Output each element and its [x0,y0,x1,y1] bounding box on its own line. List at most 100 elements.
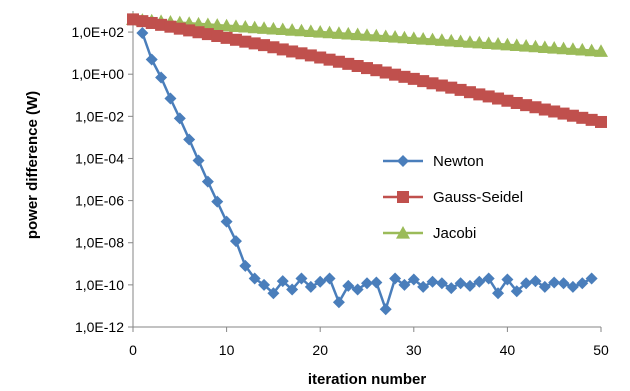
data-point-gauss-seidel [136,15,149,28]
data-point-gauss-seidel [286,45,299,58]
data-point-gauss-seidel [164,20,177,33]
data-point-jacobi [378,29,393,43]
data-point-newton [538,280,551,293]
data-point-newton [183,133,196,146]
data-point-gauss-seidel [276,43,289,56]
x-tick-label: 20 [312,342,328,358]
data-point-jacobi [210,18,225,31]
data-point-jacobi [594,44,608,57]
data-point-gauss-seidel [501,94,514,107]
data-point-gauss-seidel [566,109,579,122]
data-point-jacobi [462,35,477,48]
data-point-jacobi [294,23,309,37]
data-point-gauss-seidel [220,31,233,44]
data-point-gauss-seidel [529,101,542,114]
data-point-newton [529,275,542,288]
data-point-newton [145,53,158,66]
data-point-gauss-seidel [445,81,458,94]
x-tick-label: 30 [406,342,422,358]
data-point-gauss-seidel [267,41,280,54]
legend-entry-jacobi: Jacobi [383,225,476,242]
data-point-newton [276,275,289,288]
data-point-gauss-seidel [510,96,523,109]
data-point-newton [548,276,561,289]
data-point-newton [463,279,476,292]
data-point-newton [267,287,280,300]
data-point-jacobi [584,43,599,57]
data-point-gauss-seidel [417,75,430,88]
data-point-newton [201,175,214,188]
data-point-jacobi [434,33,449,46]
data-point-gauss-seidel [426,77,439,90]
data-point-gauss-seidel [183,24,196,37]
x-tick-label: 10 [219,342,235,358]
data-point-newton [501,273,514,286]
data-point-gauss-seidel [351,60,364,73]
data-point-gauss-seidel [463,86,476,99]
y-tick-label: 1,0E-10 [75,277,124,293]
data-point-gauss-seidel [127,13,139,26]
x-tick-label: 40 [500,342,516,358]
data-point-newton [155,71,168,84]
data-point-gauss-seidel [576,111,589,124]
data-point-newton [445,282,458,295]
data-point-gauss-seidel [538,103,551,116]
data-point-gauss-seidel [473,88,486,101]
y-tick-label: 1,0E-04 [75,150,124,166]
data-point-jacobi [509,38,524,51]
data-point-gauss-seidel [323,53,336,66]
data-point-gauss-seidel [492,92,505,105]
data-point-newton [136,27,149,40]
data-point-newton [323,272,336,285]
data-point-newton [557,277,570,290]
data-point-jacobi [472,35,487,49]
data-point-newton [229,235,242,248]
data-point-newton [492,287,505,300]
data-point-gauss-seidel [342,57,355,70]
data-point-newton [332,296,345,309]
data-point-newton [351,283,364,296]
data-point-gauss-seidel [304,49,317,62]
data-point-newton [566,280,579,293]
data-point-gauss-seidel [248,37,261,50]
data-point-jacobi [257,21,272,34]
data-point-gauss-seidel [548,105,561,118]
legend-entry-newton: Newton [383,153,484,170]
x-axis-title: iteration number [308,371,427,388]
data-point-newton [426,275,439,288]
data-point-gauss-seidel [389,68,402,81]
data-point-jacobi [537,40,552,53]
data-point-jacobi [500,37,515,51]
data-point-newton [173,112,186,125]
data-point-gauss-seidel [370,64,383,77]
data-point-gauss-seidel [201,28,214,41]
data-point-gauss-seidel [482,90,495,103]
series-gauss-seidel [127,13,607,128]
data-point-jacobi [481,36,496,49]
data-point-newton [361,277,373,290]
data-point-jacobi [444,33,459,47]
data-point-gauss-seidel [314,51,327,64]
data-point-jacobi [453,34,468,48]
data-point-newton [510,285,523,298]
y-tick-label: 1,0E-12 [75,319,124,335]
data-point-gauss-seidel [155,18,168,31]
data-point-newton [164,92,177,105]
axes: 1,0E-12 1,0E-10 1,0E-08 1,0E-06 1,0E-04 1,0E-… [71,11,609,358]
legend-marker-gauss-seidel [397,191,409,203]
data-point-gauss-seidel [211,30,224,43]
data-point-jacobi [547,41,562,54]
legend: Newton Gauss-Seidel Jacobi [383,153,523,242]
data-point-jacobi [519,39,534,52]
y-tick-label: 1,0E-08 [75,235,124,251]
y-tick-label: 1,0E-06 [75,193,124,209]
data-point-newton [379,303,392,316]
series-line-newton [141,32,593,311]
data-point-newton [576,277,589,290]
y-tick-label: 1,0E+02 [71,24,124,40]
data-point-gauss-seidel [379,66,392,79]
legend-label-newton: Newton [433,153,484,170]
y-axis-title: power difference (W) [24,91,41,239]
data-point-gauss-seidel [192,26,205,39]
data-point-newton [482,272,495,285]
